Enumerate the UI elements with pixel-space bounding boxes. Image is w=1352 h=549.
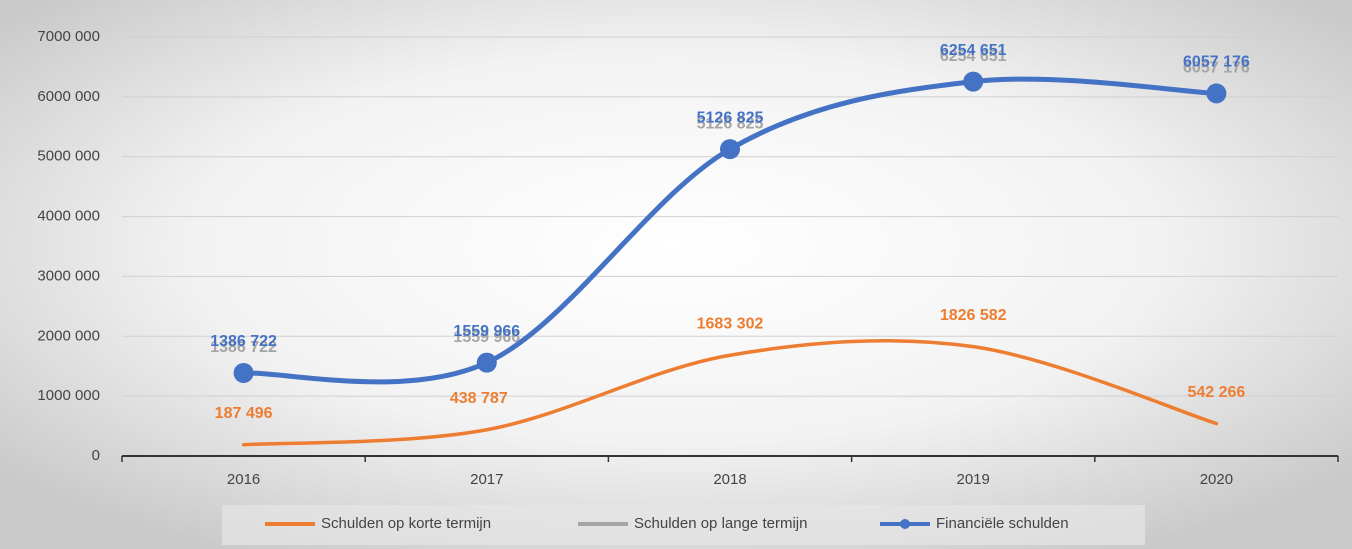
- value-label: 1826 582: [940, 307, 1007, 324]
- marker: [720, 139, 740, 160]
- marker: [1206, 83, 1227, 104]
- x-tick-label: 2020: [1200, 471, 1233, 488]
- marker: [963, 71, 984, 92]
- y-tick-label: 4000 000: [37, 208, 100, 225]
- value-label: 6057 176: [1183, 60, 1250, 77]
- marker: [476, 352, 497, 373]
- x-tick-label: 2019: [957, 471, 990, 488]
- marker: [233, 362, 254, 383]
- value-label: 6057 176: [1183, 54, 1250, 71]
- y-tick-label: 2000 000: [37, 327, 100, 344]
- series-line: [241, 338, 1219, 447]
- value-label: 1683 302: [697, 315, 764, 332]
- value-label: 187 496: [215, 405, 273, 422]
- y-tick-label: 3000 000: [37, 267, 100, 284]
- value-label: 1386 722: [210, 339, 277, 356]
- value-label: 1559 966: [453, 329, 520, 346]
- value-label: 1386 722: [210, 333, 277, 350]
- value-label: 5126 825: [697, 109, 764, 126]
- legend-marker: [900, 519, 910, 529]
- legend-label: Financiële schulden: [936, 515, 1069, 532]
- legend-label: Schulden op lange termijn: [634, 515, 807, 532]
- value-label: 542 266: [1187, 384, 1245, 401]
- x-tick-label: 2016: [227, 471, 260, 488]
- legend-box: [222, 505, 1145, 545]
- y-tick-label: 5000 000: [37, 148, 100, 165]
- y-tick-label: 7000 000: [37, 28, 100, 45]
- value-label: 438 787: [450, 390, 508, 407]
- value-label: 6254 651: [940, 42, 1007, 59]
- y-tick-label: 0: [92, 447, 100, 464]
- legend-label: Schulden op korte termijn: [321, 515, 491, 532]
- value-label: 1559 966: [453, 323, 520, 340]
- value-label: 5126 825: [697, 115, 764, 132]
- value-label: 6254 651: [940, 48, 1007, 65]
- x-tick-label: 2017: [470, 471, 503, 488]
- x-tick-label: 2018: [713, 471, 746, 488]
- y-tick-label: 6000 000: [37, 88, 100, 105]
- y-tick-label: 1000 000: [37, 387, 100, 404]
